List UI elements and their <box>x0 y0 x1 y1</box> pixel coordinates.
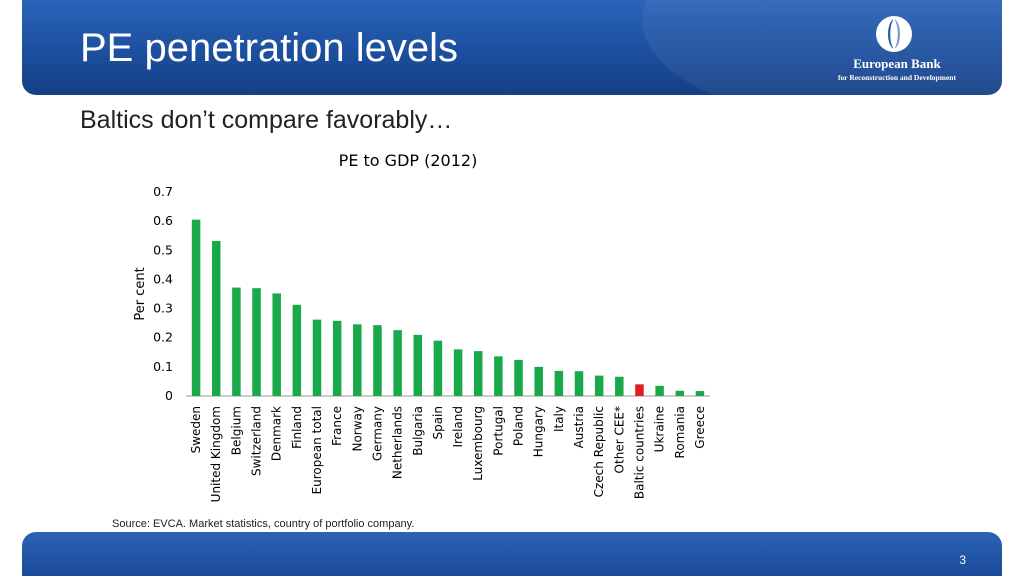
x-tick-label: Romania <box>673 406 687 458</box>
x-tick-label: Italy <box>552 406 566 432</box>
y-tick-label: 0.6 <box>153 213 173 228</box>
header-bar: PE penetration levels European Bank for … <box>22 0 1002 95</box>
bar-denmark <box>272 293 281 396</box>
bar-czech-republic <box>594 375 604 396</box>
x-tick-label: France <box>330 406 344 446</box>
page-title: PE penetration levels <box>80 26 459 70</box>
x-tick-label: United Kingdom <box>209 406 223 502</box>
bar-poland <box>514 359 523 396</box>
bar-baltic-countries <box>635 384 644 396</box>
x-tick-label: Baltic countries <box>632 406 646 499</box>
bar-chart: PE to GDP (2012) Per cent 0 0.1 0.2 0.3 0.4 0.5… <box>133 151 710 502</box>
bar-other-cee <box>615 376 624 396</box>
x-tick-label: Ireland <box>451 406 465 448</box>
ebrd-logo: European Bank for Reconstruction and Dev… <box>822 12 972 84</box>
bar-greece <box>695 391 705 396</box>
x-tick-label: Finland <box>290 406 304 449</box>
ebrd-logo-icon <box>876 16 912 52</box>
x-tick-label: Belgium <box>229 406 243 455</box>
slide-subtitle: Baltics don’t compare favorably… <box>80 106 453 134</box>
x-tick-label: Poland <box>512 406 526 446</box>
bar-norway <box>353 324 362 396</box>
bar-european-total <box>312 319 322 396</box>
y-tick-label: 0.2 <box>153 330 173 345</box>
footer-bar: 3 <box>22 532 1002 576</box>
bar-romania <box>675 390 685 396</box>
bar-austria <box>574 371 584 396</box>
bar-france <box>332 320 342 396</box>
y-tick-label: 0.7 <box>153 184 173 199</box>
chart-title: PE to GDP (2012) <box>339 151 478 170</box>
bar-united-kingdom <box>211 240 221 396</box>
bar-belgium <box>232 287 241 396</box>
y-tick-label: 0 <box>165 388 173 403</box>
x-tick-label: Germany <box>370 406 384 461</box>
x-tick-label: Greece <box>693 406 707 449</box>
x-tick-label: Ukraine <box>653 406 667 452</box>
bar-spain <box>433 340 443 396</box>
bar-luxembourg <box>473 351 483 396</box>
page-number: 3 <box>959 553 966 567</box>
logo-subtitle: for Reconstruction and Development <box>838 73 956 82</box>
logo-name: European Bank <box>853 56 941 71</box>
bar-portugal <box>494 356 503 396</box>
y-tick-label: 0.1 <box>153 359 173 374</box>
x-tick-label: Netherlands <box>391 406 405 479</box>
y-tick-label: 0.3 <box>153 301 173 316</box>
x-tick-label: Sweden <box>189 406 203 453</box>
x-tick-label: Switzerland <box>250 406 264 476</box>
y-tick-label: 0.5 <box>153 242 173 257</box>
y-axis-label: Per cent <box>133 267 148 320</box>
x-tick-label: Bulgaria <box>411 406 425 456</box>
x-tick-label: Portugal <box>491 406 505 456</box>
bar-bulgaria <box>413 334 423 396</box>
bar-germany <box>373 325 382 396</box>
x-tick-label: Denmark <box>270 406 284 461</box>
bar-ireland <box>453 349 463 396</box>
x-tick-label: Other CEE* <box>612 406 626 473</box>
x-tick-label: European total <box>310 406 324 494</box>
y-tick-label: 0.4 <box>153 271 173 286</box>
x-tick-label: Czech Republic <box>592 406 606 497</box>
x-tick-label: Hungary <box>532 406 546 457</box>
bar-netherlands <box>393 330 402 396</box>
x-tick-label: Luxembourg <box>471 406 485 481</box>
bar-finland <box>292 304 302 396</box>
bar-switzerland <box>252 288 261 396</box>
bar-hungary <box>534 366 543 396</box>
bar-ukraine <box>655 385 664 396</box>
source-note: Source: EVCA. Market statistics, country… <box>112 518 415 530</box>
x-tick-label: Austria <box>572 406 586 448</box>
x-tick-label: Spain <box>431 406 445 440</box>
bar-italy <box>554 370 564 396</box>
bar-sweden <box>191 219 201 396</box>
x-tick-label: Norway <box>350 406 364 452</box>
